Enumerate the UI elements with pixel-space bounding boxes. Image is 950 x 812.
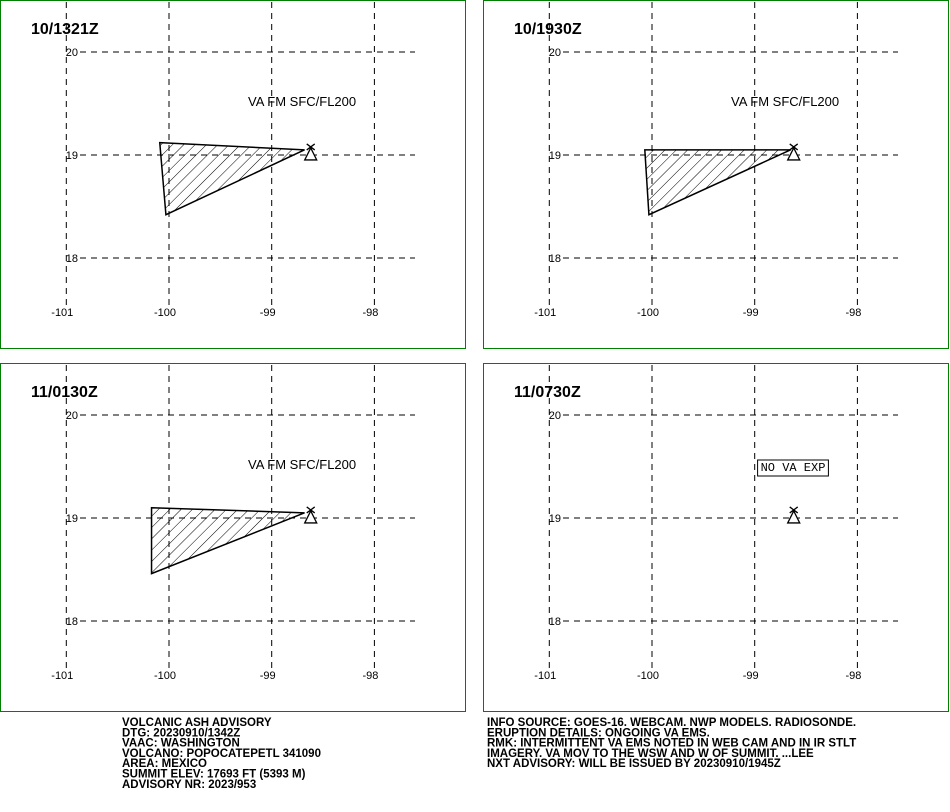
lat-tick-label: 20 (549, 410, 561, 422)
info-line: SUMMIT ELEV: 17693 FT (5393 M) (122, 769, 306, 781)
label-box (757, 459, 829, 477)
volcano (786, 143, 801, 161)
panel: -101 -100 -99 -98 20 19 18 11/0730Z NO VA EXP (483, 363, 949, 712)
lat-tick-label: 19 (549, 150, 561, 162)
info-line: RMK: INTERMITTENT VA EMS NOTED IN WEB CA… (487, 738, 856, 750)
lat-tick-label: 20 (66, 410, 78, 422)
ash-label: NO VA EXP (761, 461, 826, 475)
ash-area (158, 141, 305, 216)
lon-tick-label: -98 (845, 307, 861, 319)
info-line: VAAC: WASHINGTON (122, 738, 240, 750)
lon-tick-label: -99 (743, 670, 759, 682)
panel-frame (0, 0, 466, 349)
panel: -101 -100 -99 -98 20 19 18 10/1930Z VA FM SFC/FL… (483, 0, 949, 349)
panel: -101 -100 -99 -98 20 19 18 11/0130Z VA FM SFC/FL… (0, 363, 466, 712)
panel-title: 11/0130Z (31, 384, 98, 401)
lon-tick-label: -101 (51, 670, 73, 682)
lat-tick-label: 18 (549, 253, 561, 265)
lon-tick-label: -99 (743, 307, 759, 319)
lon-tick-label: -100 (154, 307, 176, 319)
panel-frame (483, 0, 949, 349)
lon-tick-label: -98 (362, 670, 378, 682)
volcano (786, 506, 801, 524)
panel: -101 -100 -99 -98 20 19 18 10/1321Z VA FM SFC/FL… (0, 0, 466, 349)
lon-tick-label: -100 (154, 670, 176, 682)
ash-label: VA FM SFC/FL200 (731, 94, 839, 109)
ash-area (644, 149, 791, 216)
lat-tick-label: 18 (66, 253, 78, 265)
info-line: ERUPTION DETAILS: ONGOING VA EMS. (487, 727, 710, 739)
lon-tick-label: -101 (51, 307, 73, 319)
panel-title: 10/1930Z (514, 21, 582, 38)
volcano (303, 506, 318, 524)
lat-tick-label: 18 (549, 616, 561, 628)
volcano (303, 143, 318, 161)
info-line: ADVISORY NR: 2023/953 (122, 779, 256, 791)
ash-label: VA FM SFC/FL200 (248, 457, 356, 472)
lat-tick-label: 19 (66, 513, 78, 525)
lat-tick-label: 19 (66, 150, 78, 162)
lon-tick-label: -101 (534, 307, 556, 319)
info-line: VOLCANO: POPOCATEPETL 341090 (122, 748, 321, 760)
lon-tick-label: -100 (637, 307, 659, 319)
panel-title: 11/0730Z (514, 384, 581, 401)
info-line: NXT ADVISORY: WILL BE ISSUED BY 20230910… (487, 758, 781, 770)
lon-tick-label: -99 (260, 307, 276, 319)
lat-tick-label: 20 (549, 47, 561, 59)
lon-tick-label: -101 (534, 670, 556, 682)
lat-tick-label: 19 (549, 513, 561, 525)
info-line: AREA: MEXICO (122, 758, 207, 770)
lon-tick-label: -98 (362, 307, 378, 319)
ash-area (150, 506, 305, 575)
info-line: VOLCANIC ASH ADVISORY (122, 717, 272, 729)
lat-tick-label: 18 (66, 616, 78, 628)
panel-frame (483, 363, 949, 712)
ash-label: VA FM SFC/FL200 (248, 94, 356, 109)
lon-tick-label: -99 (260, 670, 276, 682)
info-line: IMAGERY. VA MOV TO THE WSW AND W OF SUMM… (487, 748, 814, 760)
info-line: INFO SOURCE: GOES-16. WEBCAM. NWP MODELS… (487, 717, 856, 729)
panel-title: 10/1321Z (31, 21, 99, 38)
lat-tick-label: 20 (66, 47, 78, 59)
info-line: DTG: 20230910/1342Z (122, 727, 240, 739)
panel-frame (0, 363, 466, 712)
lon-tick-label: -100 (637, 670, 659, 682)
lon-tick-label: -98 (845, 670, 861, 682)
